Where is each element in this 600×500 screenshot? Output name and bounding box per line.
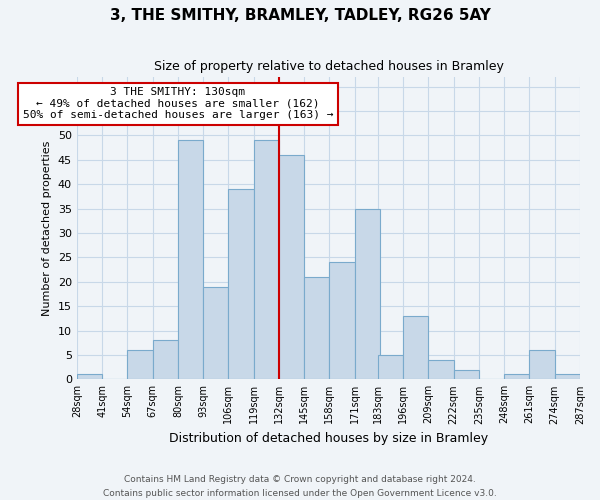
Bar bbox=[454, 370, 479, 380]
Bar bbox=[504, 374, 529, 380]
Text: 3, THE SMITHY, BRAMLEY, TADLEY, RG26 5AY: 3, THE SMITHY, BRAMLEY, TADLEY, RG26 5AY bbox=[110, 8, 490, 22]
Text: 3 THE SMITHY: 130sqm
← 49% of detached houses are smaller (162)
50% of semi-deta: 3 THE SMITHY: 130sqm ← 49% of detached h… bbox=[23, 87, 333, 120]
Bar bbox=[229, 189, 254, 380]
Title: Size of property relative to detached houses in Bramley: Size of property relative to detached ho… bbox=[154, 60, 503, 73]
Bar bbox=[403, 316, 428, 380]
Text: Contains HM Land Registry data © Crown copyright and database right 2024.
Contai: Contains HM Land Registry data © Crown c… bbox=[103, 476, 497, 498]
Bar bbox=[127, 350, 152, 380]
Bar bbox=[355, 208, 380, 380]
Bar bbox=[329, 262, 355, 380]
Bar bbox=[152, 340, 178, 380]
Bar bbox=[378, 355, 403, 380]
Bar bbox=[279, 155, 304, 380]
Bar bbox=[254, 140, 279, 380]
Y-axis label: Number of detached properties: Number of detached properties bbox=[43, 140, 52, 316]
Bar bbox=[203, 286, 229, 380]
Bar bbox=[428, 360, 454, 380]
Bar bbox=[304, 277, 329, 380]
Bar bbox=[529, 350, 555, 380]
Bar bbox=[555, 374, 580, 380]
Bar bbox=[178, 140, 203, 380]
X-axis label: Distribution of detached houses by size in Bramley: Distribution of detached houses by size … bbox=[169, 432, 488, 445]
Bar bbox=[77, 374, 102, 380]
